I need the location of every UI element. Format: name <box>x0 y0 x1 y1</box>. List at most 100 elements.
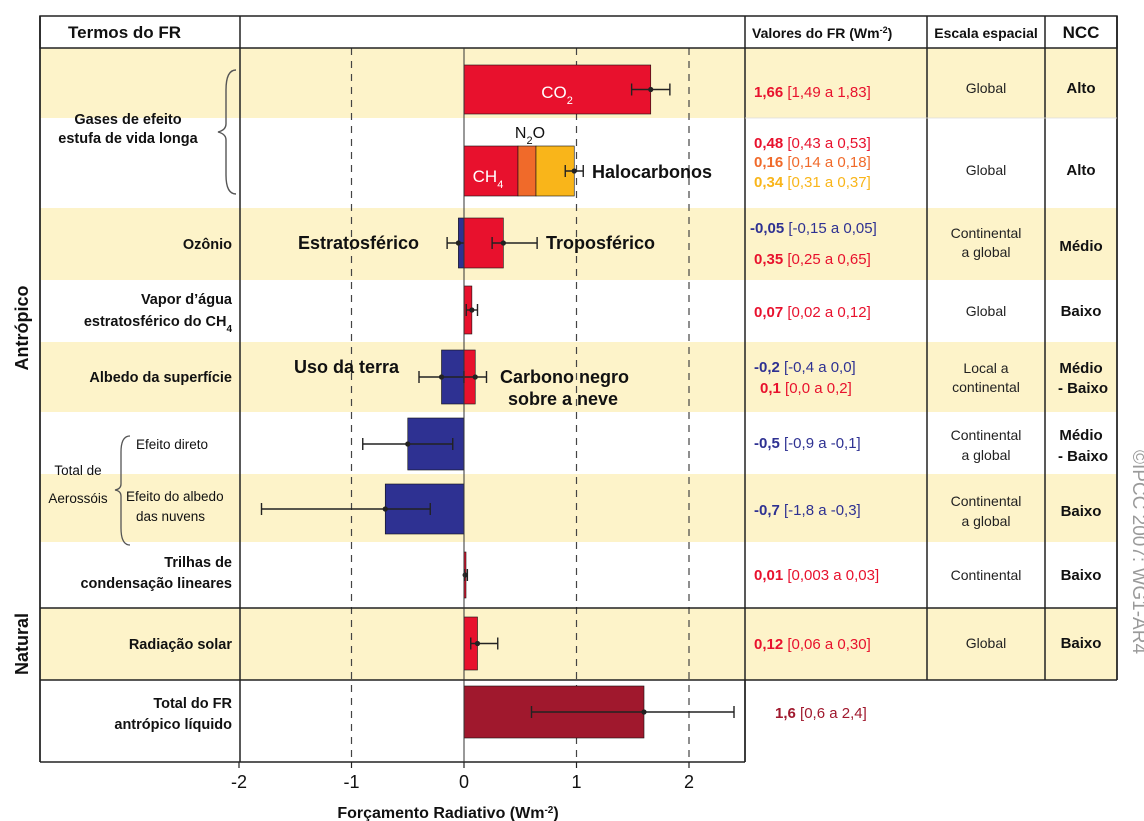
tick-label: 2 <box>684 772 694 792</box>
row-shade <box>40 608 1117 680</box>
ncc-cell: Médio <box>1059 427 1102 444</box>
header-ncc: NCC <box>1063 23 1100 42</box>
value-contrails: 0,01 [0,003 a 0,03] <box>754 567 879 584</box>
value-main: -0,5 <box>754 435 784 452</box>
scale-cell: Global <box>966 303 1006 319</box>
label-natural: Natural <box>12 613 32 675</box>
co2-text: CO <box>541 83 567 102</box>
value-main: 0,07 <box>754 304 787 321</box>
scale-cell: continental <box>952 379 1020 395</box>
error-point <box>438 374 445 380</box>
value-black-carbon: 0,1 [0,0 a 0,2] <box>760 380 852 397</box>
scale-cell: a global <box>961 513 1010 529</box>
label-estratosferico: Estratosférico <box>298 233 419 253</box>
error-point <box>500 240 506 246</box>
tick-label: 1 <box>571 772 581 792</box>
ch4-text: CH <box>473 167 498 186</box>
label-co2: CO2 <box>541 83 573 107</box>
row-shade <box>40 208 1117 280</box>
scale-cell: Global <box>966 80 1006 96</box>
value-aerosol-direct: -0,5 [-0,9 a -0,1] <box>754 435 861 452</box>
value-range: [0,02 a 0,12] <box>787 304 870 321</box>
xlabel-sup: -2 <box>544 805 553 816</box>
value-aerosol-cloud: -0,7 [-1,8 a -0,3] <box>754 502 861 519</box>
value-n2o: 0,16 [0,14 a 0,18] <box>754 154 871 171</box>
error-point <box>462 572 468 578</box>
value-range: [0,003 a 0,03] <box>787 567 879 584</box>
scale-cell: Continental <box>951 225 1022 241</box>
value-main: 0,34 <box>754 174 787 191</box>
term-label: Ozônio <box>183 237 232 253</box>
error-point <box>474 640 481 647</box>
term-label: Trilhas de <box>164 555 232 571</box>
value-co2: 1,66 [1,49 a 1,83] <box>754 84 871 101</box>
xlabel-end: ) <box>553 805 558 821</box>
error-point <box>641 709 647 715</box>
header-values-text: Valores do FR (Wm <box>752 25 880 41</box>
row-shade <box>40 342 1117 412</box>
scale-cell: Global <box>966 635 1006 651</box>
term-label: Efeito do albedo <box>126 489 224 504</box>
label-n2o: N2O <box>515 125 545 147</box>
label-ch4: CH4 <box>473 167 504 191</box>
term-label: antrópico líquido <box>114 717 232 733</box>
value-solar: 0,12 [0,06 a 0,30] <box>754 636 871 653</box>
term-label: estratosférico do CH4 <box>84 314 233 335</box>
label-uso-da-terra: Uso da terra <box>294 357 400 377</box>
scale-cell: Continental <box>951 567 1022 583</box>
ncc-cell: Médio <box>1059 238 1102 255</box>
value-range: [0,43 a 0,53] <box>787 135 870 152</box>
value-ozone-strat: -0,05 [-0,15 a 0,05] <box>750 220 877 237</box>
header-terms: Termos do FR <box>68 23 181 42</box>
header-values-sup: -2 <box>880 25 888 35</box>
label-troposferico: Troposférico <box>546 233 655 253</box>
aerosol-group-label: Total de <box>54 463 101 478</box>
ncc-cell: Baixo <box>1061 503 1102 520</box>
xlabel-text: Forçamento Radiativo (Wm <box>337 805 544 821</box>
scale-cell: Continental <box>951 493 1022 509</box>
value-range: [0,25 a 0,65] <box>787 251 870 268</box>
error-point <box>405 441 411 447</box>
term-label: Vapor d’água <box>141 292 233 308</box>
scale-cell: Continental <box>951 427 1022 443</box>
row-shade <box>40 474 1117 542</box>
n2o-sub: 2 <box>526 135 532 147</box>
label-sobre-a-neve: sobre a neve <box>508 389 618 409</box>
value-range: [0,0 a 0,2] <box>785 380 852 397</box>
scale-cell: a global <box>961 244 1010 260</box>
scale-cell: a global <box>961 447 1010 463</box>
error-point <box>455 240 461 246</box>
ncc-cell: - Baixo <box>1058 448 1108 465</box>
value-main: -0,2 <box>754 359 784 376</box>
ncc-cell: Baixo <box>1061 635 1102 652</box>
brace <box>217 69 237 195</box>
term-label: condensação lineares <box>80 576 232 592</box>
tick-label: -2 <box>231 772 247 792</box>
tick-label: 0 <box>459 772 469 792</box>
value-total: 1,6 [0,6 a 2,4] <box>775 705 867 722</box>
tick-label: -1 <box>343 772 359 792</box>
value-range: [-0,15 a 0,05] <box>788 220 876 237</box>
term-label: Gases de efeito <box>74 112 181 128</box>
label-antropico: Antrópico <box>12 286 32 371</box>
ch4-sub: 4 <box>497 179 503 191</box>
value-ozone-trop: 0,35 [0,25 a 0,65] <box>754 251 871 268</box>
value-water-vapour: 0,07 [0,02 a 0,12] <box>754 304 871 321</box>
label-carbono-negro: Carbono negro <box>500 367 629 387</box>
brace <box>114 435 131 546</box>
scale-cell: Global <box>966 162 1006 178</box>
value-main: 0,01 <box>754 567 787 584</box>
value-range: [0,06 a 0,30] <box>787 636 870 653</box>
term-label: Radiação solar <box>129 637 233 653</box>
n2o-text: N <box>515 125 527 142</box>
n2o-end: O <box>533 125 545 142</box>
value-main: 0,12 <box>754 636 787 653</box>
term-text: estratosférico do CH <box>84 314 227 330</box>
value-main: 0,1 <box>760 380 785 397</box>
ncc-cell: Baixo <box>1061 303 1102 320</box>
value-ch4: 0,48 [0,43 a 0,53] <box>754 135 871 152</box>
value-range: [-1,8 a -0,3] <box>784 502 861 519</box>
ncc-cell: Médio <box>1059 360 1102 377</box>
term-label: das nuvens <box>136 509 205 524</box>
